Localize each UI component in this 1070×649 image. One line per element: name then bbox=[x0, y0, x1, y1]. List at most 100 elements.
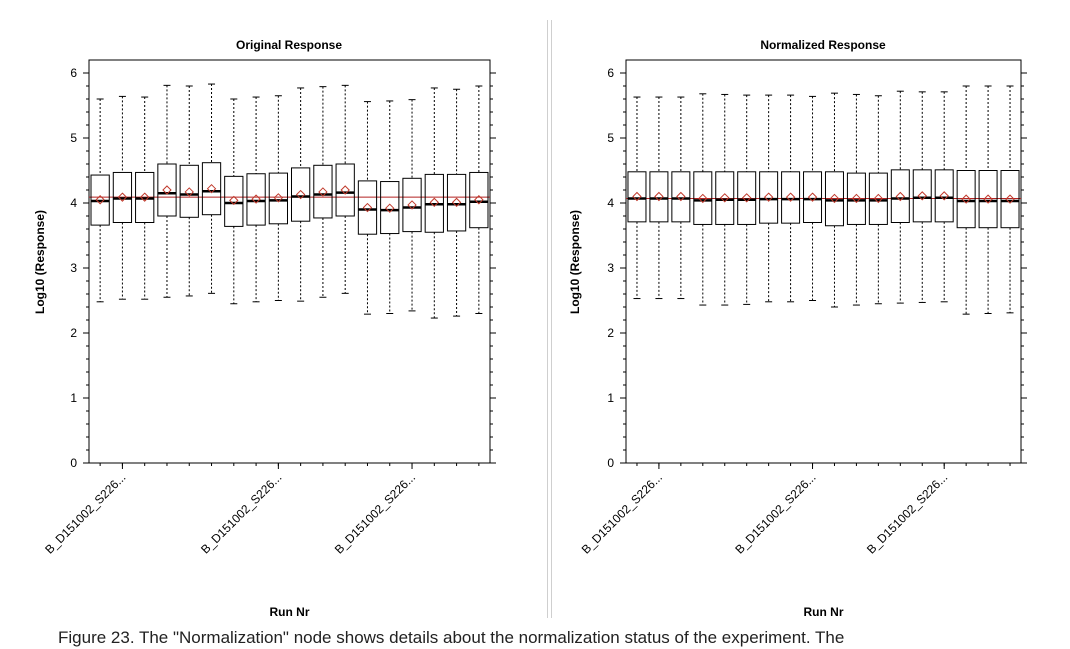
figure-canvas: Original Response 0 1 2 3 4 5 6 B_D151002_S226..… bbox=[33, 38, 1027, 619]
mean-marker bbox=[654, 191, 664, 202]
y-tick-label: 6 bbox=[607, 66, 614, 80]
box-6 bbox=[737, 94, 757, 305]
mean-marker bbox=[362, 202, 373, 213]
x-axis-label: Run Nr bbox=[270, 605, 310, 619]
iqr-box bbox=[868, 172, 888, 225]
y-tick-label: 5 bbox=[70, 131, 77, 145]
mean-marker bbox=[720, 193, 730, 203]
y-tick-label: 3 bbox=[70, 261, 77, 275]
box-5 bbox=[715, 93, 735, 306]
mean-marker bbox=[229, 195, 239, 206]
mean-marker bbox=[407, 200, 417, 210]
mean-marker bbox=[851, 193, 862, 204]
iqr-box bbox=[693, 171, 713, 225]
box-14 bbox=[912, 91, 932, 303]
y-tick-label: 2 bbox=[607, 326, 614, 340]
mean-marker bbox=[895, 191, 906, 202]
x-tick-label: B_D151002_S226... bbox=[332, 470, 418, 556]
mean-marker bbox=[785, 192, 796, 202]
iqr-box bbox=[1000, 170, 1020, 229]
box-9 bbox=[803, 95, 823, 301]
iqr-box bbox=[824, 171, 844, 227]
mean-marker bbox=[763, 192, 774, 202]
iqr-box bbox=[803, 171, 823, 224]
mean-marker bbox=[1005, 194, 1015, 204]
mean-marker bbox=[162, 185, 172, 195]
iqr-box bbox=[890, 169, 910, 224]
box-3 bbox=[671, 96, 691, 300]
iqr-box bbox=[446, 173, 467, 232]
x-tick-label: B_D151002_S226... bbox=[732, 470, 818, 556]
mean-marker bbox=[117, 192, 128, 202]
plot-frame bbox=[88, 59, 491, 464]
x-tick-label: B_D151002_S226... bbox=[864, 470, 950, 556]
iqr-box bbox=[246, 173, 266, 226]
y-tick-label: 1 bbox=[607, 391, 614, 405]
mean-marker bbox=[295, 189, 306, 200]
box-8 bbox=[246, 96, 266, 303]
box-3 bbox=[135, 96, 155, 300]
y-tick-label: 6 bbox=[70, 66, 77, 80]
box-15 bbox=[934, 91, 954, 303]
mean-marker bbox=[451, 197, 462, 208]
iqr-box bbox=[157, 163, 177, 217]
x-axis-label: Run Nr bbox=[804, 605, 844, 619]
y-tick-label: 3 bbox=[607, 261, 614, 275]
box-1 bbox=[90, 98, 110, 303]
mean-marker bbox=[632, 191, 642, 202]
box-9 bbox=[268, 95, 288, 301]
iqr-box bbox=[846, 172, 866, 225]
iqr-box bbox=[627, 171, 647, 223]
iqr-box bbox=[179, 164, 199, 218]
box-13 bbox=[890, 90, 910, 304]
chart-title: Original Response bbox=[236, 38, 342, 52]
x-tick-label: B_D151002_S226... bbox=[579, 470, 665, 556]
mean-marker bbox=[807, 192, 818, 202]
mean-marker bbox=[983, 194, 993, 204]
iqr-box bbox=[715, 171, 735, 225]
mean-marker bbox=[961, 194, 971, 204]
mean-marker bbox=[939, 191, 949, 201]
box-13 bbox=[357, 101, 378, 315]
mean-marker bbox=[873, 193, 884, 204]
mean-marker bbox=[206, 183, 217, 194]
mean-marker bbox=[340, 185, 350, 195]
mean-marker bbox=[251, 194, 261, 204]
mean-marker bbox=[184, 187, 194, 197]
box-18 bbox=[1000, 85, 1020, 314]
box-6 bbox=[201, 83, 222, 294]
box-12 bbox=[868, 95, 888, 305]
mean-marker bbox=[917, 191, 927, 201]
iqr-box bbox=[469, 171, 489, 229]
iqr-box bbox=[224, 175, 244, 227]
box-4 bbox=[157, 84, 177, 298]
box-10 bbox=[824, 92, 844, 308]
panel-divider bbox=[551, 20, 552, 618]
x-tick-label: B_D151002_S226... bbox=[198, 470, 284, 556]
iqr-box bbox=[313, 164, 333, 219]
y-tick-label: 4 bbox=[607, 196, 614, 210]
box-11 bbox=[313, 86, 333, 298]
mean-marker bbox=[676, 191, 686, 202]
y-tick-label: 1 bbox=[70, 391, 77, 405]
iqr-box bbox=[737, 171, 757, 225]
iqr-box bbox=[956, 170, 976, 229]
iqr-box bbox=[268, 172, 288, 225]
box-18 bbox=[469, 85, 489, 314]
iqr-box bbox=[291, 167, 311, 222]
mean-marker bbox=[698, 193, 708, 204]
mean-marker bbox=[385, 203, 395, 213]
mean-marker bbox=[474, 195, 484, 205]
box-2 bbox=[649, 96, 669, 300]
box-16 bbox=[424, 87, 444, 319]
box-14 bbox=[380, 100, 400, 314]
iqr-box bbox=[934, 169, 954, 223]
y-axis-label: Log10 (Response) bbox=[33, 210, 47, 314]
iqr-box bbox=[649, 171, 669, 223]
box-17 bbox=[446, 88, 467, 317]
figure-caption: Figure 23. The "Normalization" node show… bbox=[58, 628, 845, 647]
box-11 bbox=[846, 93, 866, 306]
chart-normalized-response: Normalized Response 0 1 2 3 4 5 6 B_D151002_S226… bbox=[568, 38, 1027, 619]
iqr-box bbox=[201, 162, 222, 216]
iqr-box bbox=[978, 170, 998, 229]
